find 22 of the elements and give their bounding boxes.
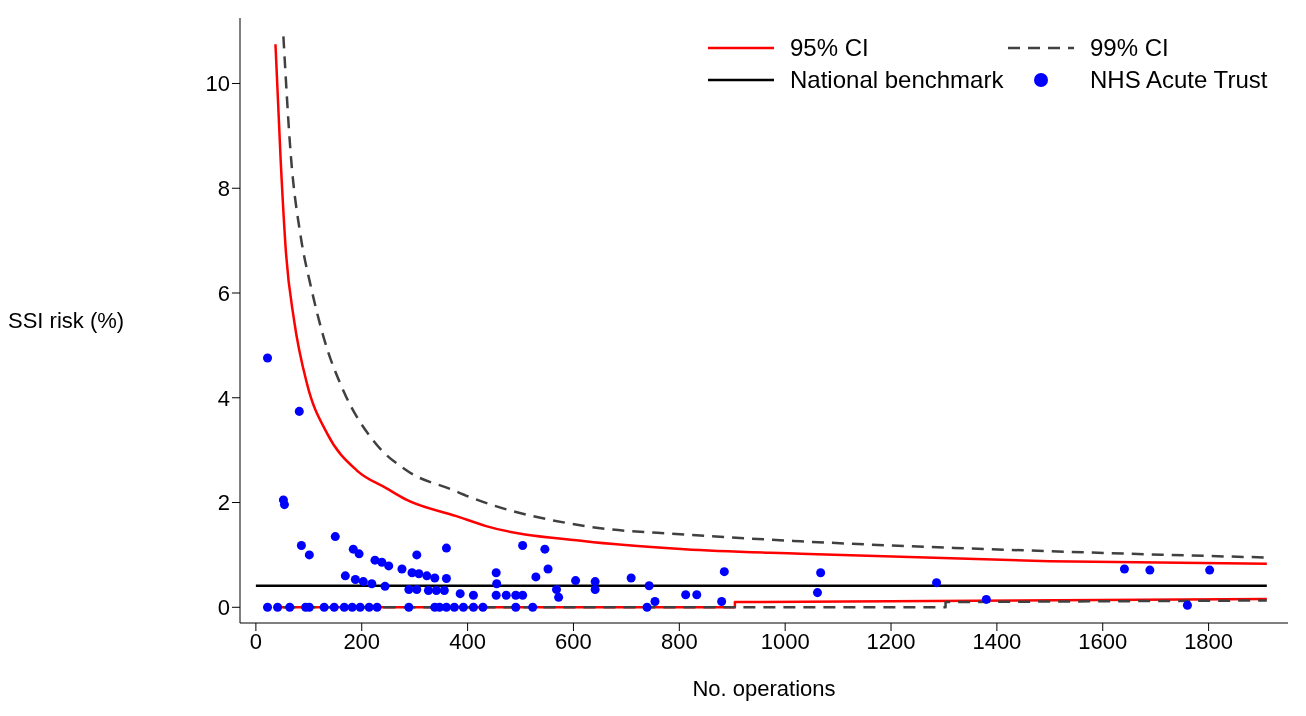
legend-label: National benchmark <box>790 66 1004 94</box>
y-axis-title: SSI risk (%) <box>8 308 125 334</box>
legend-label: 95% CI <box>790 34 869 62</box>
x-tick-label: 1000 <box>760 628 810 654</box>
y-tick-label: 8 <box>217 176 230 202</box>
y-tick-label: 6 <box>217 280 230 306</box>
x-tick-label: 0 <box>249 628 262 654</box>
x-tick-label: 600 <box>555 628 592 654</box>
y-tick-label: 2 <box>217 490 230 516</box>
x-tick-label: 1400 <box>972 628 1022 654</box>
y-tick-label: 10 <box>205 71 230 97</box>
x-tick-label: 1200 <box>866 628 916 654</box>
x-axis-title: No. operations <box>692 676 836 701</box>
x-tick-label: 400 <box>449 628 486 654</box>
legend-label: NHS Acute Trust <box>1090 66 1268 94</box>
legend-label: 99% CI <box>1090 34 1169 62</box>
x-tick-label: 800 <box>660 628 698 654</box>
x-tick-label: 200 <box>343 628 381 654</box>
x-tick-label: 1800 <box>1184 628 1234 654</box>
y-tick-label: 4 <box>217 385 230 411</box>
y-tick-label: 0 <box>217 595 230 621</box>
x-tick-label: 1600 <box>1078 628 1128 654</box>
